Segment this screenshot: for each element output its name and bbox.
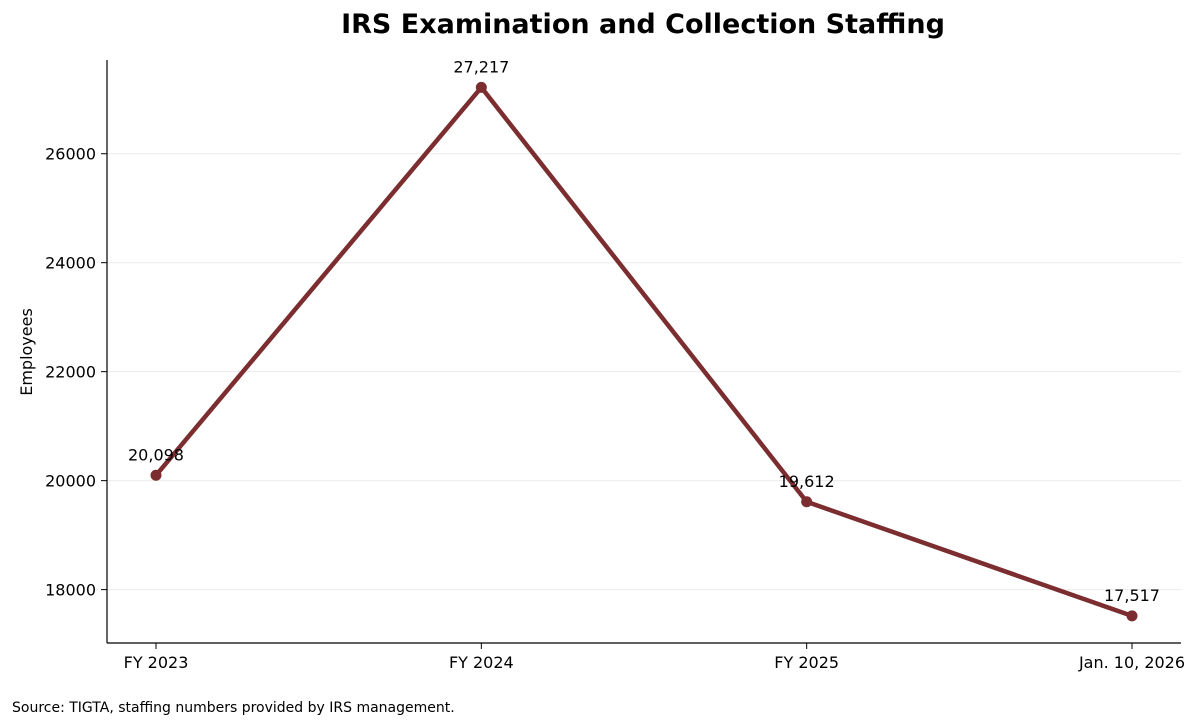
grid xyxy=(107,153,1181,591)
series xyxy=(150,81,1138,622)
data-point xyxy=(1126,610,1138,622)
x-tick-label: FY 2025 xyxy=(774,653,839,672)
y-tick-label: 26000 xyxy=(45,145,96,164)
data-point xyxy=(150,469,162,481)
data-point xyxy=(801,496,813,508)
x-tick-label: FY 2024 xyxy=(449,653,514,672)
x-axis-ticks: FY 2023 FY 2024 FY 2025 Jan. 10, 2026 xyxy=(124,643,1185,672)
y-tick-label: 22000 xyxy=(45,363,96,382)
y-tick-label: 18000 xyxy=(45,581,96,600)
chart-title: IRS Examination and Collection Staffing xyxy=(341,9,945,40)
x-tick-label: Jan. 10, 2026 xyxy=(1078,653,1185,672)
y-axis-ticks: 18000 20000 22000 24000 26000 xyxy=(45,145,107,600)
y-tick-label: 24000 xyxy=(45,254,96,273)
series-line xyxy=(153,85,1135,619)
data-label: 19,612 xyxy=(779,472,835,491)
axes xyxy=(106,60,1181,644)
data-label: 20,098 xyxy=(128,445,184,464)
data-point xyxy=(475,81,487,93)
x-tick-label: FY 2023 xyxy=(124,653,189,672)
data-label: 17,517 xyxy=(1104,586,1160,605)
data-labels: 20,098 27,217 19,612 17,517 xyxy=(128,57,1160,605)
data-label: 27,217 xyxy=(453,57,509,76)
y-tick-label: 20000 xyxy=(45,472,96,491)
source-note: Source: TIGTA, staffing numbers provided… xyxy=(12,700,455,716)
y-axis-title: Employees xyxy=(17,308,36,396)
